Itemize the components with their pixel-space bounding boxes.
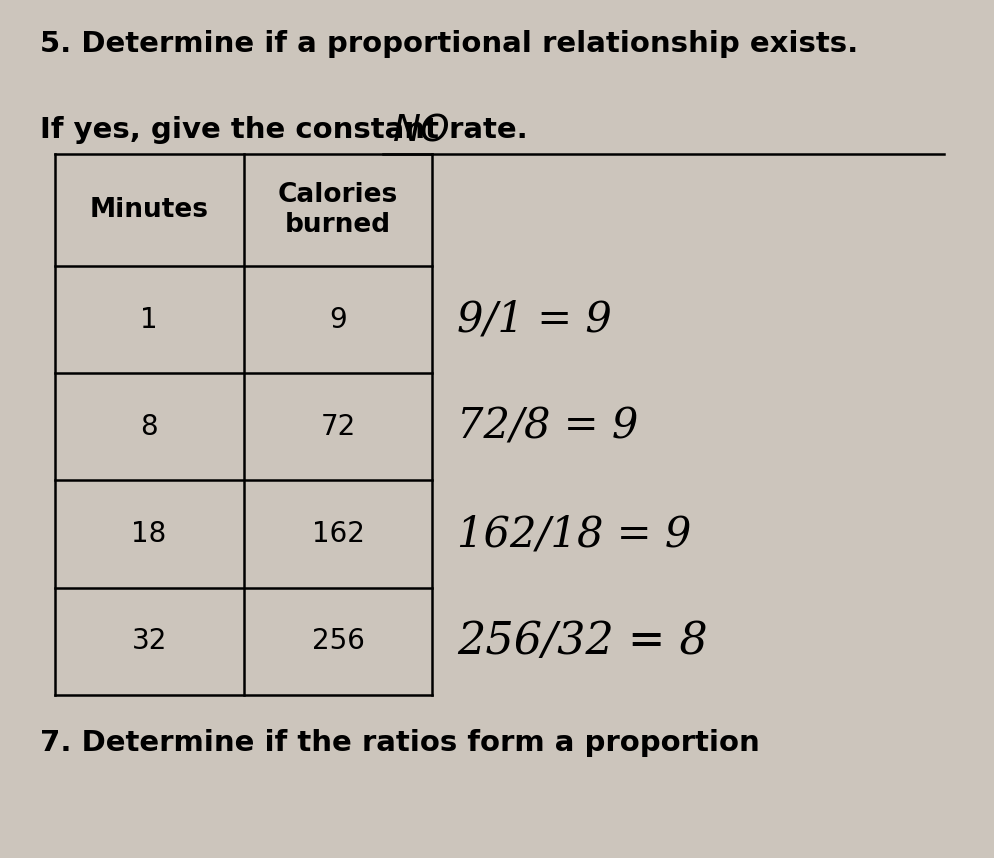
Text: 1: 1 [140,305,158,334]
Text: Calories
burned: Calories burned [278,182,398,239]
Text: 9/1 = 9: 9/1 = 9 [457,299,612,341]
Text: Minutes: Minutes [89,197,209,223]
Text: 8: 8 [140,413,158,441]
Text: 162: 162 [311,520,365,548]
Text: 72/8 = 9: 72/8 = 9 [457,406,638,448]
Text: 9: 9 [329,305,347,334]
Text: 7. Determine if the ratios form a proportion: 7. Determine if the ratios form a propor… [40,729,759,758]
Text: NO: NO [393,113,450,149]
Text: 256: 256 [311,627,365,656]
Text: 256/32 = 8: 256/32 = 8 [457,619,708,663]
Text: 162/18 = 9: 162/18 = 9 [457,513,692,555]
Text: 5. Determine if a proportional relationship exists.: 5. Determine if a proportional relations… [40,30,858,58]
Text: If yes, give the constant rate.: If yes, give the constant rate. [40,116,528,144]
Text: 32: 32 [131,627,167,656]
Text: 72: 72 [320,413,356,441]
Text: 18: 18 [131,520,167,548]
